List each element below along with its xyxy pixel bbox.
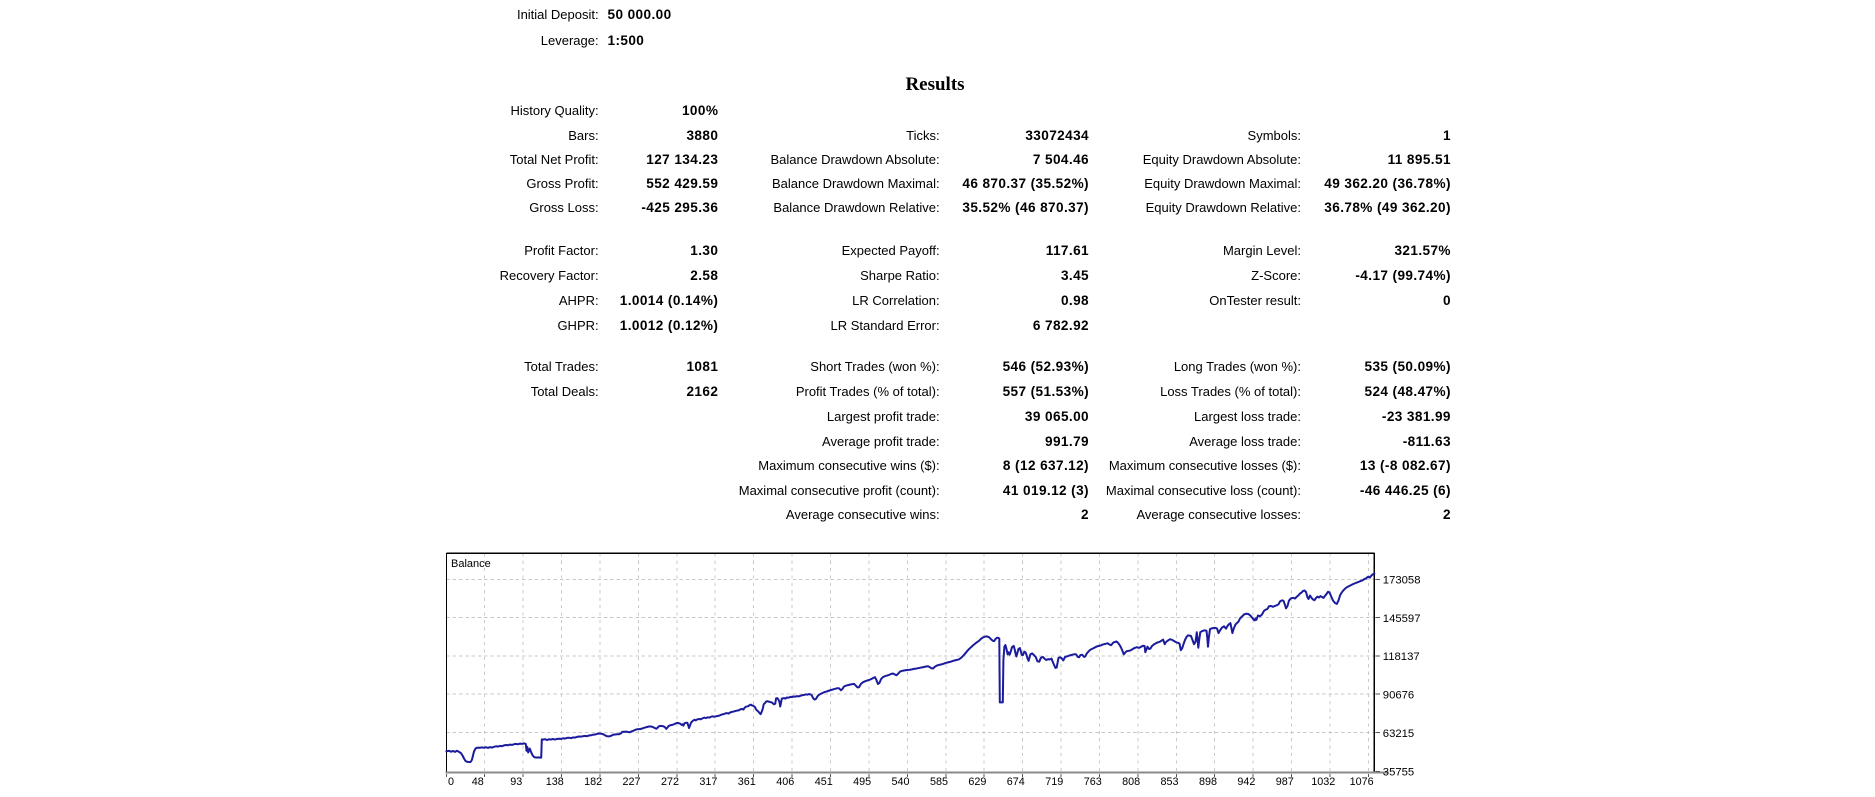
- svg-text:451: 451: [815, 776, 833, 788]
- svg-text:853: 853: [1160, 776, 1178, 788]
- svg-text:272: 272: [661, 776, 679, 788]
- svg-text:898: 898: [1199, 776, 1217, 788]
- svg-text:0: 0: [448, 776, 454, 788]
- svg-text:674: 674: [1007, 776, 1025, 788]
- svg-text:361: 361: [738, 776, 756, 788]
- svg-text:182: 182: [584, 776, 602, 788]
- svg-text:406: 406: [776, 776, 794, 788]
- svg-text:227: 227: [622, 776, 640, 788]
- svg-text:1032: 1032: [1311, 776, 1335, 788]
- svg-text:987: 987: [1276, 776, 1294, 788]
- svg-text:48: 48: [472, 776, 484, 788]
- svg-text:763: 763: [1084, 776, 1102, 788]
- svg-text:942: 942: [1237, 776, 1255, 788]
- svg-text:35755: 35755: [1383, 767, 1414, 779]
- svg-text:719: 719: [1045, 776, 1063, 788]
- svg-text:118137: 118137: [1383, 651, 1420, 663]
- svg-text:63215: 63215: [1383, 728, 1414, 740]
- svg-text:90676: 90676: [1383, 690, 1414, 702]
- svg-text:173058: 173058: [1383, 575, 1421, 587]
- svg-text:1076: 1076: [1350, 776, 1374, 788]
- svg-text:540: 540: [891, 776, 909, 788]
- svg-text:585: 585: [930, 776, 948, 788]
- svg-text:93: 93: [510, 776, 522, 788]
- svg-text:495: 495: [853, 776, 871, 788]
- svg-text:629: 629: [968, 776, 986, 788]
- svg-text:Balance: Balance: [451, 558, 491, 570]
- svg-text:145597: 145597: [1383, 613, 1421, 625]
- svg-text:138: 138: [546, 776, 564, 788]
- svg-text:317: 317: [699, 776, 717, 788]
- svg-text:808: 808: [1122, 776, 1140, 788]
